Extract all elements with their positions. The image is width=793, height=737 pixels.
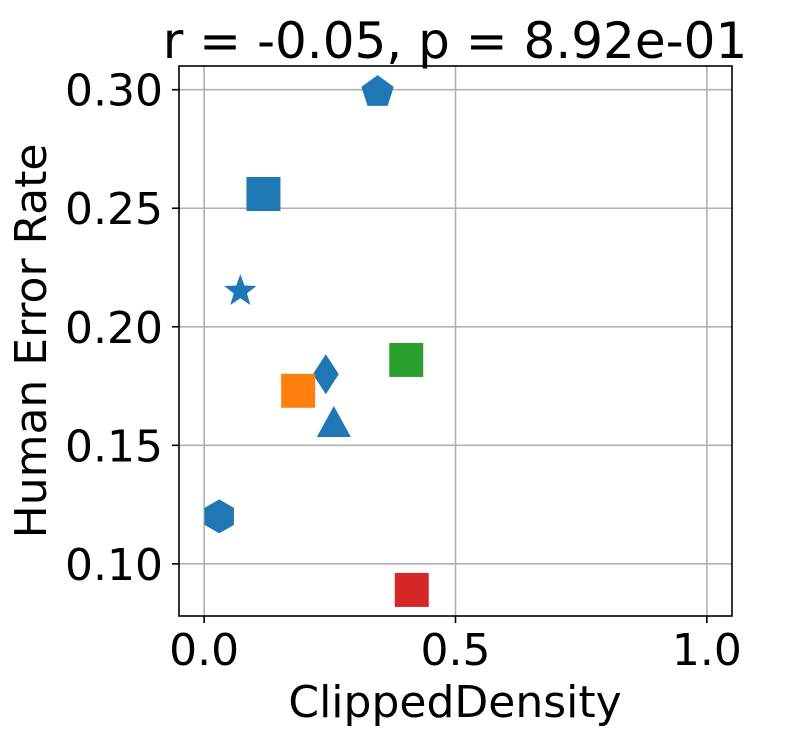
data-points (204, 75, 429, 607)
grid (179, 66, 732, 616)
y-axis-label: Human Error Rate (6, 144, 57, 539)
y-tick-label: 0.25 (65, 184, 163, 235)
y-axis-ticks: 0.10 0.15 0.20 0.25 0.30 (65, 66, 179, 591)
x-axis-ticks: 0.0 0.5 1.0 (169, 616, 742, 676)
data-point-triangle (316, 405, 351, 437)
data-point-square (281, 373, 316, 408)
data-point-square (246, 177, 281, 212)
chart-title: r = -0.05, p = 8.92e-01 (163, 12, 748, 70)
x-tick-label: 0.0 (169, 625, 239, 676)
y-tick-label: 0.15 (65, 421, 163, 472)
data-point-square (394, 572, 429, 607)
y-tick-label: 0.20 (65, 303, 163, 354)
y-tick-label: 0.30 (65, 66, 163, 117)
data-point-hexagon (204, 499, 234, 534)
data-point-pentagon (361, 75, 394, 106)
data-point-diamond (312, 354, 339, 395)
y-tick-label: 0.10 (65, 540, 163, 591)
x-tick-label: 0.5 (421, 625, 491, 676)
data-point-star (224, 274, 257, 305)
x-tick-label: 1.0 (672, 625, 742, 676)
x-axis-label: ClippedDensity (288, 677, 621, 728)
data-point-square (389, 342, 424, 377)
